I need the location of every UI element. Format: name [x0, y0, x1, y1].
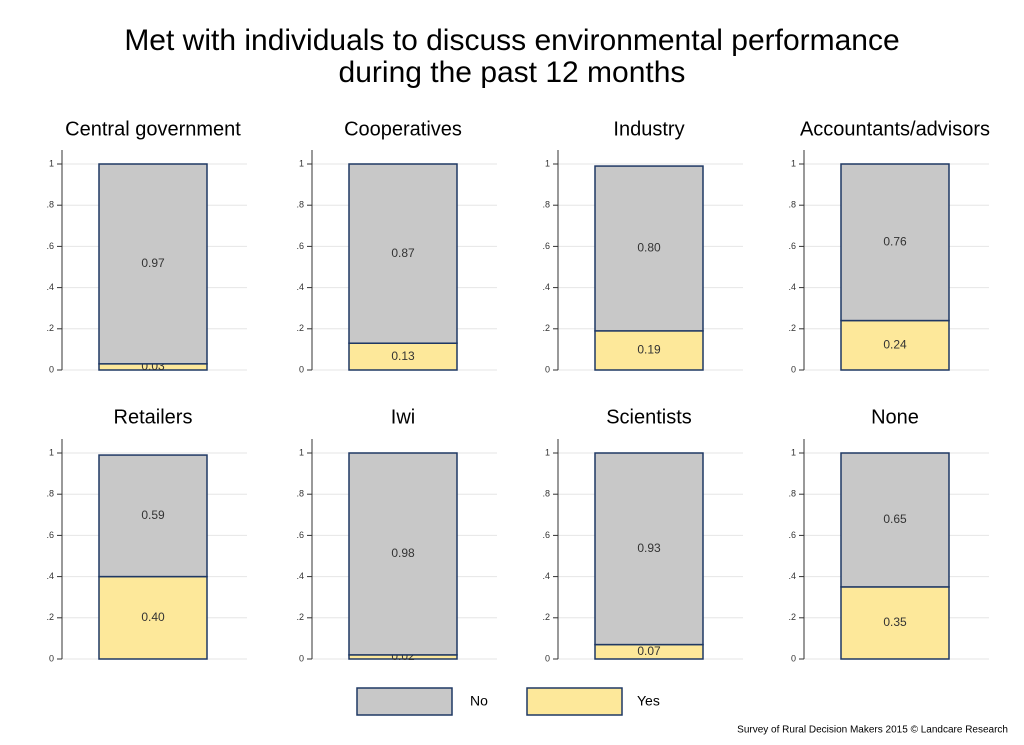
y-tick-label: .4 [296, 282, 304, 292]
bar-segment [840, 163, 950, 322]
source: Survey of Rural Decision Makers 2015 © L… [737, 725, 1008, 736]
y-tick-label: 1 [299, 447, 304, 457]
y-tick-label: 0 [49, 364, 54, 374]
y-tick-label: .2 [788, 323, 796, 333]
y-tick-label: 0 [299, 364, 304, 374]
data-label: 0.40 [141, 610, 165, 624]
y-tick-label: .6 [542, 530, 550, 540]
y-tick-label: .2 [46, 612, 54, 622]
y-tick-label: .2 [542, 612, 550, 622]
y-tick-label: .2 [296, 323, 304, 333]
data-label: 0.87 [391, 246, 415, 260]
bar-segment [594, 165, 704, 332]
y-tick-label: 0 [49, 653, 54, 663]
bar-segment [594, 452, 704, 646]
y-tick-label: .2 [46, 323, 54, 333]
y-tick-label: 0 [791, 653, 796, 663]
y-tick-label: .6 [296, 530, 304, 540]
legend-label: Yes [637, 693, 660, 709]
y-tick-label: 1 [299, 158, 304, 168]
y-tick-label: .4 [46, 571, 54, 581]
bar-segment [348, 452, 458, 656]
y-tick-label: 1 [49, 447, 54, 457]
data-label: 0.13 [391, 349, 415, 363]
y-tick-label: .4 [296, 571, 304, 581]
y-tick-label: .4 [542, 282, 550, 292]
panel-title: Accountants/advisors [800, 118, 990, 140]
bar-segment [98, 163, 208, 365]
panel-title: Cooperatives [344, 118, 462, 140]
bar-segment [98, 575, 208, 660]
legend-swatch [356, 687, 453, 716]
panel-title: None [871, 406, 919, 428]
data-label: 0.65 [883, 512, 907, 526]
data-label: 0.98 [391, 546, 415, 560]
y-tick-label: .8 [542, 489, 550, 499]
bar-segment [840, 319, 950, 371]
bar-segment [840, 452, 950, 588]
panel-title: Retailers [114, 406, 193, 428]
data-label: 0.19 [637, 343, 661, 357]
y-tick-label: .4 [46, 282, 54, 292]
y-tick-label: .8 [46, 489, 54, 499]
data-label: 0.93 [637, 541, 661, 555]
bar-segment [840, 586, 950, 660]
y-tick-label: 1 [545, 158, 550, 168]
y-tick-label: 1 [545, 447, 550, 457]
y-tick-label: .6 [542, 241, 550, 251]
data-label: 0.07 [637, 644, 661, 658]
y-tick-label: 0 [545, 364, 550, 374]
data-label: 0.97 [141, 256, 165, 270]
data-label: 0.24 [883, 337, 907, 351]
y-tick-label: 0 [545, 653, 550, 663]
y-tick-label: .4 [788, 282, 796, 292]
y-tick-label: 1 [49, 158, 54, 168]
data-label: 0.59 [141, 508, 165, 522]
legend-label: No [470, 693, 488, 709]
data-label: 0.35 [883, 615, 907, 629]
chart-title: Met with individuals to discuss environm… [124, 24, 899, 57]
y-tick-label: .6 [788, 530, 796, 540]
y-tick-label: 0 [299, 653, 304, 663]
panel-title: Industry [613, 118, 684, 140]
panel-title: Scientists [606, 406, 692, 428]
bar-segment [98, 454, 208, 578]
y-tick-label: .8 [296, 200, 304, 210]
data-label: 0.80 [637, 241, 661, 255]
bar-segment [348, 163, 458, 344]
legend-swatch [526, 687, 623, 716]
y-tick-label: .6 [296, 241, 304, 251]
y-tick-label: .8 [46, 200, 54, 210]
y-tick-label: .8 [542, 200, 550, 210]
y-tick-label: 0 [791, 364, 796, 374]
y-tick-label: .4 [788, 571, 796, 581]
y-tick-label: .8 [296, 489, 304, 499]
y-tick-label: .8 [788, 200, 796, 210]
data-label: 0.76 [883, 234, 907, 248]
panel-title: Central government [65, 118, 241, 140]
y-tick-label: .4 [542, 571, 550, 581]
bar-segment [594, 330, 704, 371]
y-tick-label: .6 [46, 241, 54, 251]
bar-segment [348, 342, 458, 371]
y-tick-label: .2 [542, 323, 550, 333]
y-tick-label: .2 [296, 612, 304, 622]
y-tick-label: 1 [791, 447, 796, 457]
y-tick-label: .2 [788, 612, 796, 622]
y-tick-label: .6 [46, 530, 54, 540]
y-tick-label: .6 [788, 241, 796, 251]
panel-title: Iwi [391, 406, 415, 428]
chart-title: during the past 12 months [339, 56, 686, 89]
y-tick-label: 1 [791, 158, 796, 168]
y-tick-label: .8 [788, 489, 796, 499]
